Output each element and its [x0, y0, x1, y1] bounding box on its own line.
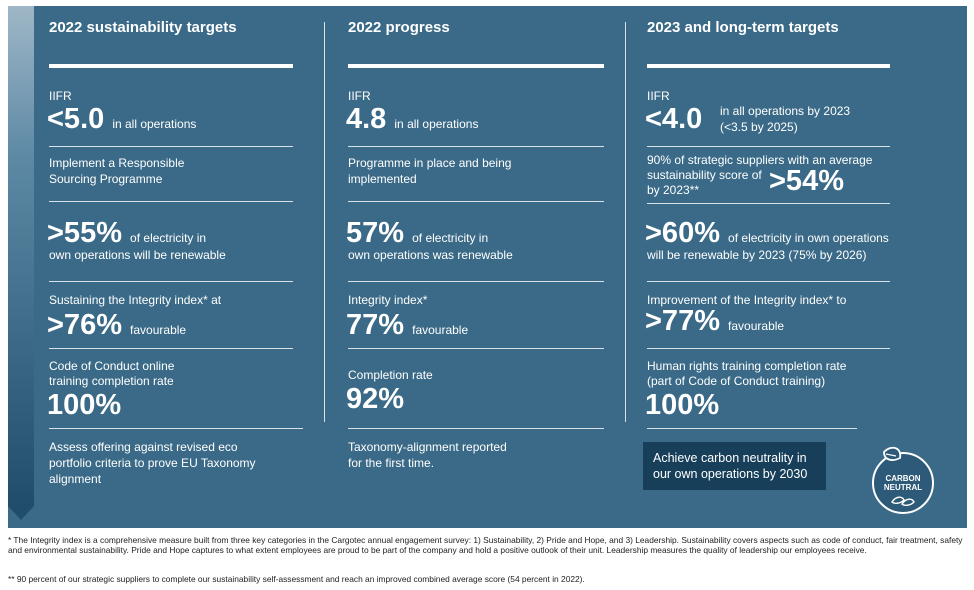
integrity-value: >77% favourable — [645, 306, 784, 341]
eco-text-2: portfolio criteria to prove EU Taxonomy — [49, 456, 256, 470]
badge-text-2: NEUTRAL — [884, 483, 922, 492]
carbon-text-1: Achieve carbon neutrality in — [653, 451, 807, 465]
divider — [647, 428, 857, 429]
accent-bar — [8, 6, 34, 506]
column-separator — [324, 22, 325, 422]
electricity-text: own operations will be renewable — [49, 248, 226, 262]
completion-value: 92% — [346, 383, 405, 415]
iifr-label: IIFR — [49, 89, 72, 103]
electricity-number: >55% — [47, 217, 122, 249]
integrity-number: >76% — [47, 309, 122, 341]
divider — [49, 348, 293, 349]
divider — [348, 428, 604, 429]
divider — [49, 281, 293, 282]
accent-bar-tip — [8, 506, 34, 520]
footnote-integrity: * The Integrity index is a comprehensive… — [8, 535, 963, 555]
electricity-number: >60% — [645, 217, 720, 249]
carbon-neutrality-box: Achieve carbon neutrality in our own ope… — [643, 442, 826, 490]
iifr-number: 4.8 — [346, 103, 387, 135]
suppliers-text-3: by 2023** — [647, 183, 700, 197]
coc-text-2: training completion rate — [49, 374, 174, 388]
integrity-label: Integrity index* — [348, 293, 428, 307]
carbon-neutral-badge: CARBON NEUTRAL — [872, 446, 934, 514]
integrity-number: 77% — [346, 309, 405, 341]
integrity-value: >76% favourable — [47, 310, 186, 345]
integrity-value: 77% favourable — [346, 310, 468, 345]
divider — [647, 203, 890, 204]
badge-text-1: CARBON — [885, 474, 920, 483]
iifr-suffix-1: in all operations by 2023 — [720, 104, 851, 118]
title-rule — [348, 64, 604, 68]
hr-text-2: (part of Code of Conduct training) — [647, 374, 826, 388]
iifr-number: <5.0 — [47, 103, 105, 135]
electricity-text: will be renewable by 2023 (75% by 2026) — [647, 248, 867, 262]
electricity-value: >60% of electricity in own operations — [645, 218, 889, 253]
column-title: 2022 progress — [348, 19, 450, 36]
sourcing-text-2: implemented — [348, 172, 417, 186]
sourcing-text-1: Implement a Responsible — [49, 156, 185, 170]
integrity-label: Improvement of the Integrity index* to — [647, 293, 847, 307]
iifr-number: <4.0 — [645, 103, 703, 135]
electricity-number: 57% — [346, 217, 405, 249]
iifr-suffix: in all operations — [112, 117, 197, 131]
integrity-number: >77% — [645, 305, 720, 337]
divider — [348, 348, 604, 349]
eco-text-1: Assess offering against revised eco — [49, 440, 238, 454]
sourcing-text-2: Sourcing Programme — [49, 172, 163, 186]
eco-text-3: alignment — [49, 472, 102, 486]
iifr-suffix: in all operations — [394, 117, 479, 131]
iifr-label: IIFR — [647, 89, 670, 103]
divider — [49, 201, 293, 202]
column-separator — [625, 22, 626, 422]
coc-text-1: Code of Conduct online — [49, 359, 175, 373]
hr-value: 100% — [645, 389, 720, 421]
divider — [647, 348, 890, 349]
title-rule — [49, 64, 293, 68]
taxonomy-text-1: Taxonomy-alignment reported — [348, 440, 507, 454]
divider — [348, 281, 604, 282]
electricity-value: 57% of electricity in — [346, 218, 488, 253]
sourcing-text-1: Programme in place and being — [348, 156, 512, 170]
electricity-suffix: of electricity in — [130, 231, 207, 245]
divider — [647, 146, 890, 147]
taxonomy-text-2: for the first time. — [348, 456, 435, 470]
footnote-suppliers: ** 90 percent of our strategic suppliers… — [8, 574, 585, 584]
electricity-suffix: of electricity in — [412, 231, 489, 245]
suppliers-value: >54% — [769, 165, 844, 197]
targets-panel — [8, 6, 967, 528]
divider — [49, 146, 293, 147]
suppliers-text-2: sustainability score of — [647, 168, 762, 182]
carbon-text-2: our own operations by 2030 — [653, 467, 808, 481]
completion-label: Completion rate — [348, 368, 433, 382]
integrity-suffix: favourable — [412, 323, 469, 337]
suppliers-text-1: 90% of strategic suppliers with an avera… — [647, 153, 873, 167]
hr-text-1: Human rights training completion rate — [647, 359, 847, 373]
iifr-suffix-2: (<3.5 by 2025) — [720, 120, 798, 134]
integrity-suffix: favourable — [130, 323, 187, 337]
leaf-icon — [883, 446, 902, 461]
title-rule — [647, 64, 890, 68]
electricity-value: >55% of electricity in — [47, 218, 206, 253]
iifr-value: <5.0 in all operations — [47, 104, 196, 139]
iifr-value: 4.8 in all operations — [346, 104, 478, 139]
electricity-suffix: of electricity in own operations — [728, 231, 889, 245]
integrity-suffix: favourable — [728, 319, 785, 333]
integrity-label: Sustaining the Integrity index* at — [49, 293, 222, 307]
column-title: 2022 sustainability targets — [49, 19, 237, 36]
divider — [49, 428, 303, 429]
divider — [348, 146, 604, 147]
divider — [348, 201, 604, 202]
iifr-label: IIFR — [348, 89, 371, 103]
column-title: 2023 and long-term targets — [647, 19, 839, 36]
coc-value: 100% — [47, 389, 122, 421]
electricity-text: own operations was renewable — [348, 248, 513, 262]
divider — [647, 281, 890, 282]
